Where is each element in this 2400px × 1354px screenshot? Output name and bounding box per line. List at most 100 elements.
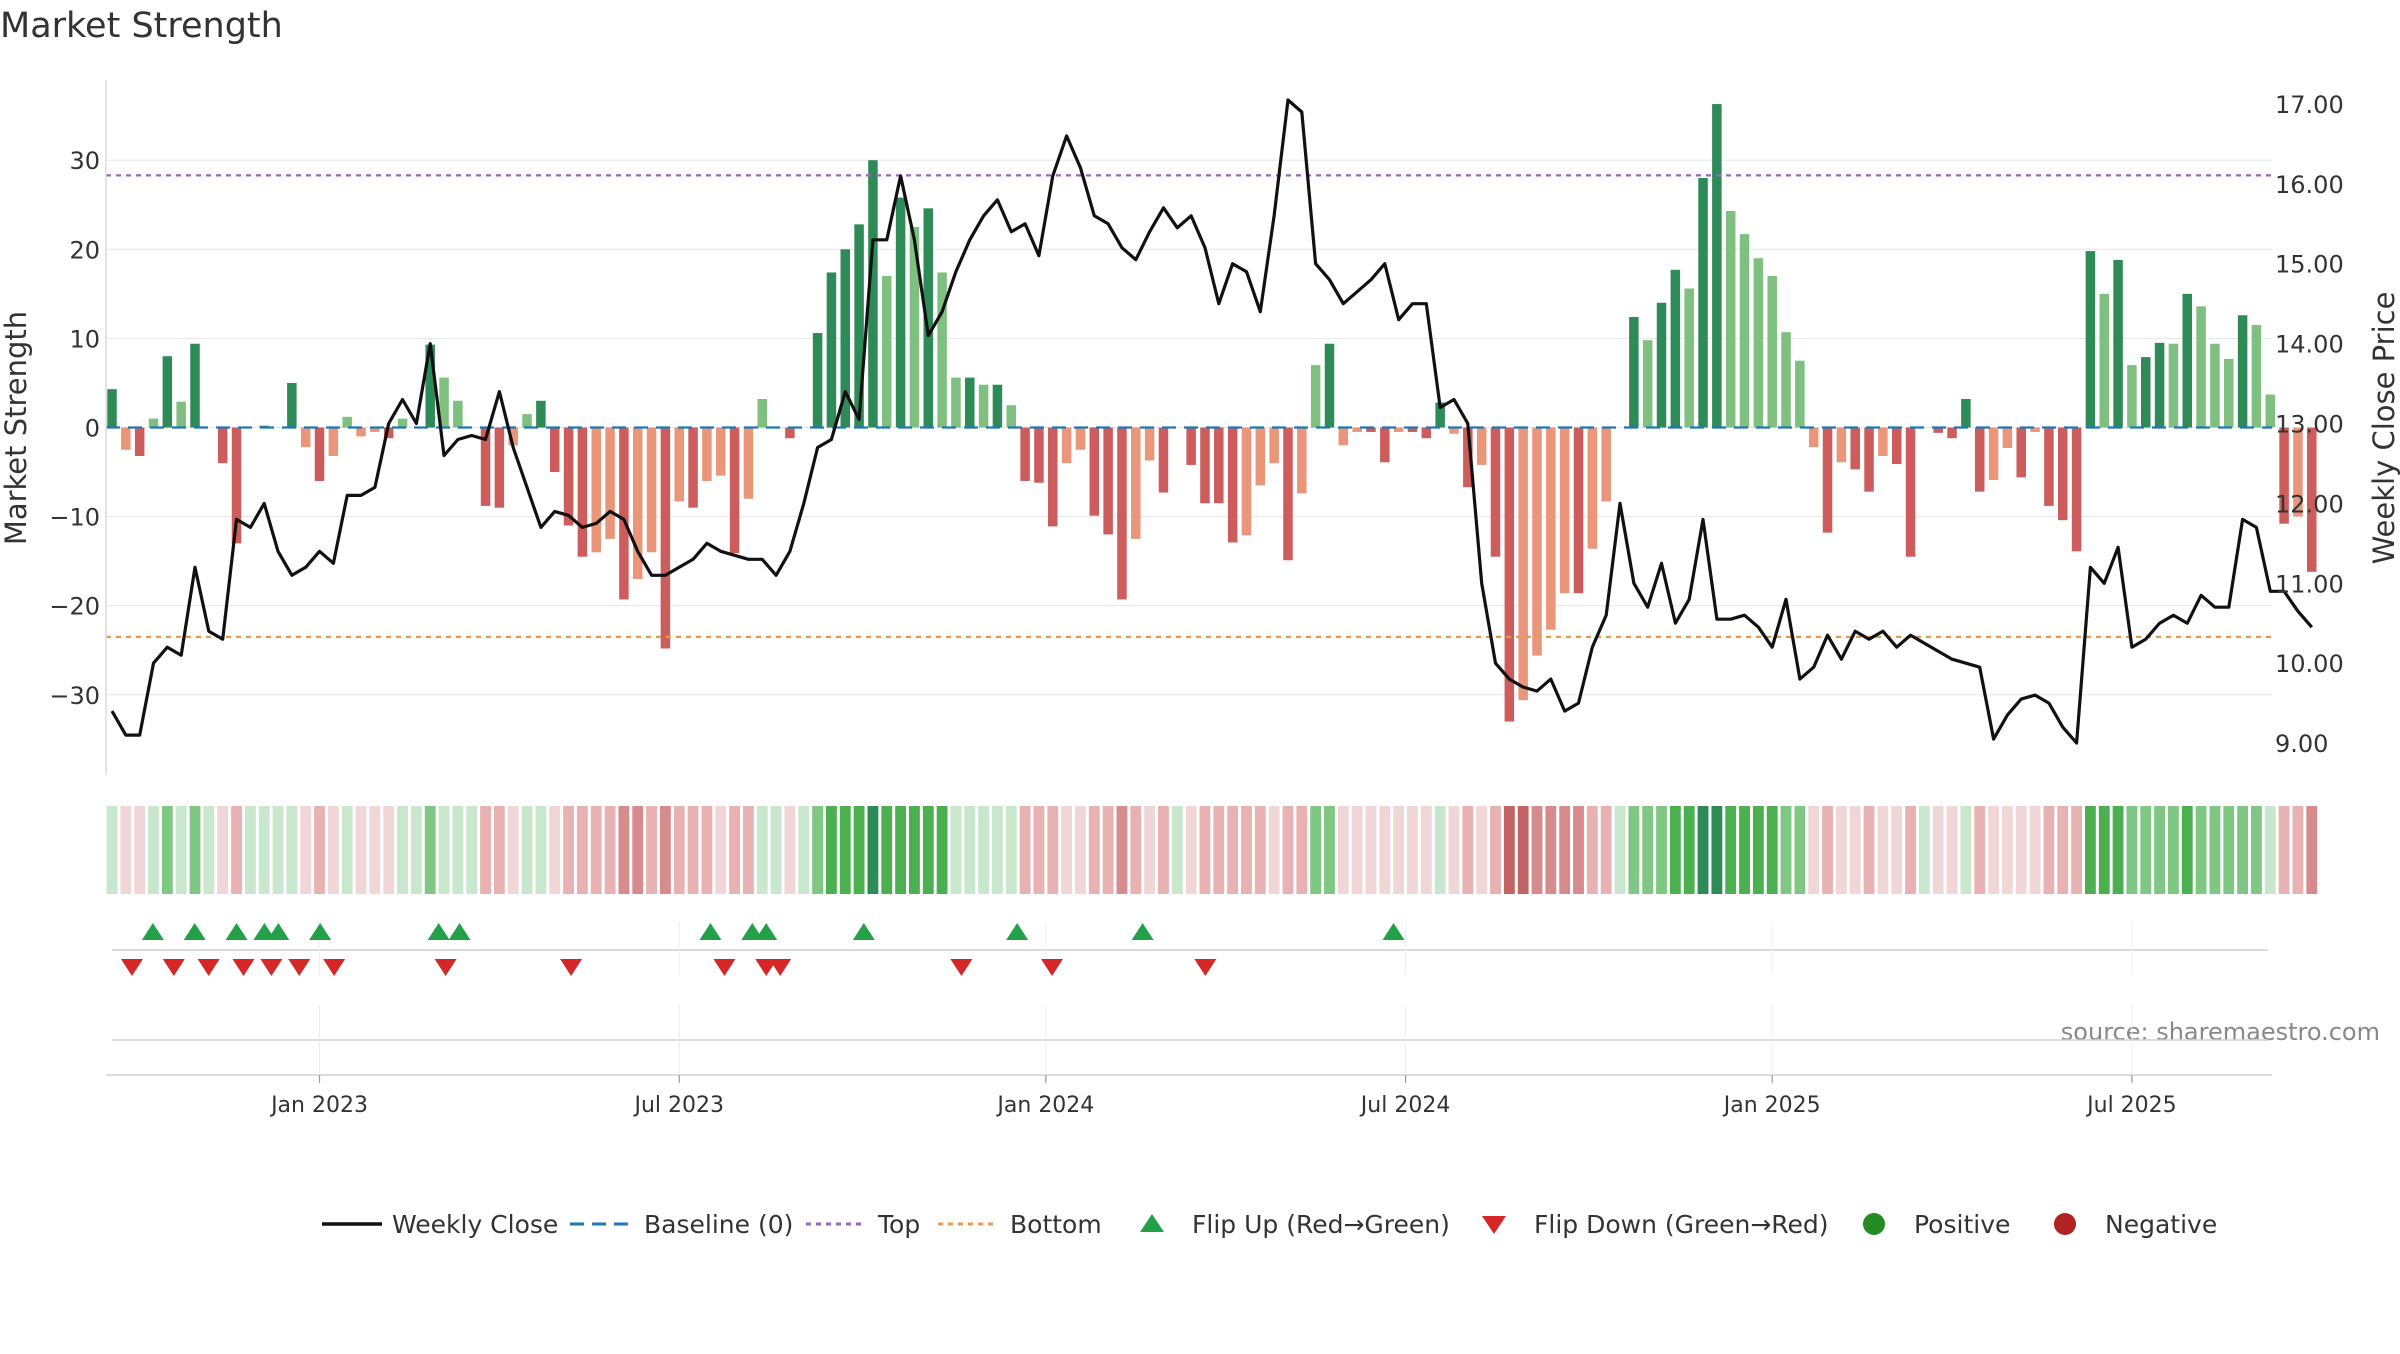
strip-cell (1199, 806, 1211, 894)
x-axis: Jan 2023 Jul 2023 Jan 2024 Jul 2024 Jan 2025… (106, 1005, 2272, 1118)
strip-cell (244, 806, 256, 894)
strength-bar (1269, 427, 1279, 464)
strip-cell (756, 806, 768, 894)
strength-bar (1463, 427, 1473, 488)
strength-bar (1601, 427, 1611, 502)
strip-cell (2292, 806, 2304, 894)
strip-cell (964, 806, 976, 894)
strength-bar (162, 356, 173, 428)
strip-cell (1490, 806, 1501, 894)
strength-bar (1767, 276, 1777, 428)
strength-bar (1020, 427, 1030, 481)
strength-strip (106, 806, 2318, 894)
legend-label: Weekly Close (392, 1210, 558, 1239)
strength-bar (536, 400, 546, 428)
strength-bar (1200, 427, 1210, 504)
strip-cell (314, 806, 325, 894)
x-tick-label: Jan 2025 (1722, 1093, 1821, 1118)
strip-cell (1628, 806, 1640, 894)
flip-up-marker (448, 923, 471, 940)
strip-cell (563, 806, 574, 894)
strip-cell (120, 806, 132, 894)
strength-bar (522, 414, 532, 428)
strip-cell (2029, 806, 2041, 894)
strip-cell (909, 806, 920, 894)
legend-item: Negative (2054, 1210, 2217, 1239)
strip-cell (1476, 806, 1488, 894)
legend-item: Baseline (0) (570, 1210, 793, 1239)
strip-cell (134, 806, 146, 894)
strip-cell (1393, 806, 1405, 894)
legend-item: Flip Down (Green→Red) (1482, 1210, 1829, 1239)
strip-cell (1614, 806, 1626, 894)
strip-cell (1268, 806, 1280, 894)
strength-bar (356, 427, 366, 437)
strip-cell (1185, 806, 1197, 894)
x-tick-label: Jan 2024 (995, 1093, 1094, 1118)
strip-cell (217, 806, 229, 894)
strength-bar (2251, 325, 2262, 428)
strength-bar (1891, 427, 1902, 465)
strength-bar (1988, 427, 1999, 481)
strip-cell (203, 806, 215, 894)
strip-cell (1573, 806, 1584, 894)
legend: Weekly Close Baseline (0) Top Bottom Flip Up… (322, 1210, 2217, 1239)
flip-up-icon (1140, 1214, 1164, 1232)
strip-cell (1600, 806, 1612, 894)
strength-bar (895, 197, 906, 428)
strip-cell (867, 806, 879, 894)
strip-cell (576, 806, 588, 894)
strip-cell (1725, 806, 1737, 894)
strip-cell (1988, 806, 1999, 894)
strength-bar (1103, 427, 1113, 535)
flip-down-marker (434, 959, 457, 976)
chart-title: Market Strength (0, 6, 283, 46)
strength-bar (2307, 427, 2317, 572)
strip-cell (1088, 806, 1100, 894)
x-tick-label: Jul 2025 (2085, 1093, 2177, 1118)
y-right-tick-label: 10.00 (2275, 650, 2344, 678)
strength-bar (1864, 427, 1874, 492)
legend-label: Baseline (0) (644, 1210, 793, 1239)
strength-bar (2140, 357, 2151, 428)
strip-cell (1434, 806, 1446, 894)
flip-up-marker (755, 923, 778, 940)
legend-label: Negative (2105, 1210, 2217, 1239)
strength-bar (715, 427, 726, 476)
strength-bar (1476, 427, 1487, 465)
strength-bar (1532, 427, 1542, 656)
strip-cell (424, 806, 436, 894)
strip-cell (1863, 806, 1875, 894)
strip-cell (1116, 806, 1128, 894)
strip-cell (1075, 806, 1086, 894)
strip-cell (1061, 806, 1073, 894)
strength-bar (619, 427, 629, 600)
flip-up-marker (183, 923, 206, 940)
strength-bar (300, 427, 311, 448)
strength-bar (2057, 427, 2068, 521)
strip-cell (300, 806, 312, 894)
strip-cell (2306, 806, 2318, 894)
strength-bar (1034, 427, 1044, 483)
strength-bar (1559, 427, 1570, 594)
strip-cell (1586, 806, 1598, 894)
strip-cell (812, 806, 824, 894)
strip-cell (1918, 806, 1930, 894)
strength-bar (176, 401, 186, 428)
strip-cell (327, 806, 339, 894)
strength-bar (1684, 288, 1694, 428)
strip-cell (369, 806, 381, 894)
strength-bar (951, 377, 961, 428)
strength-bar (342, 416, 352, 428)
strength-bar (480, 427, 491, 506)
strip-cell (1241, 806, 1252, 894)
flip-down-marker (713, 959, 736, 976)
strip-cell (1144, 806, 1156, 894)
strength-bar (1449, 427, 1459, 434)
strip-cell (895, 806, 907, 894)
strength-bar (2071, 427, 2082, 552)
strip-cell (1766, 806, 1778, 894)
flip-up-marker (309, 923, 332, 940)
strength-bar (1393, 427, 1404, 432)
